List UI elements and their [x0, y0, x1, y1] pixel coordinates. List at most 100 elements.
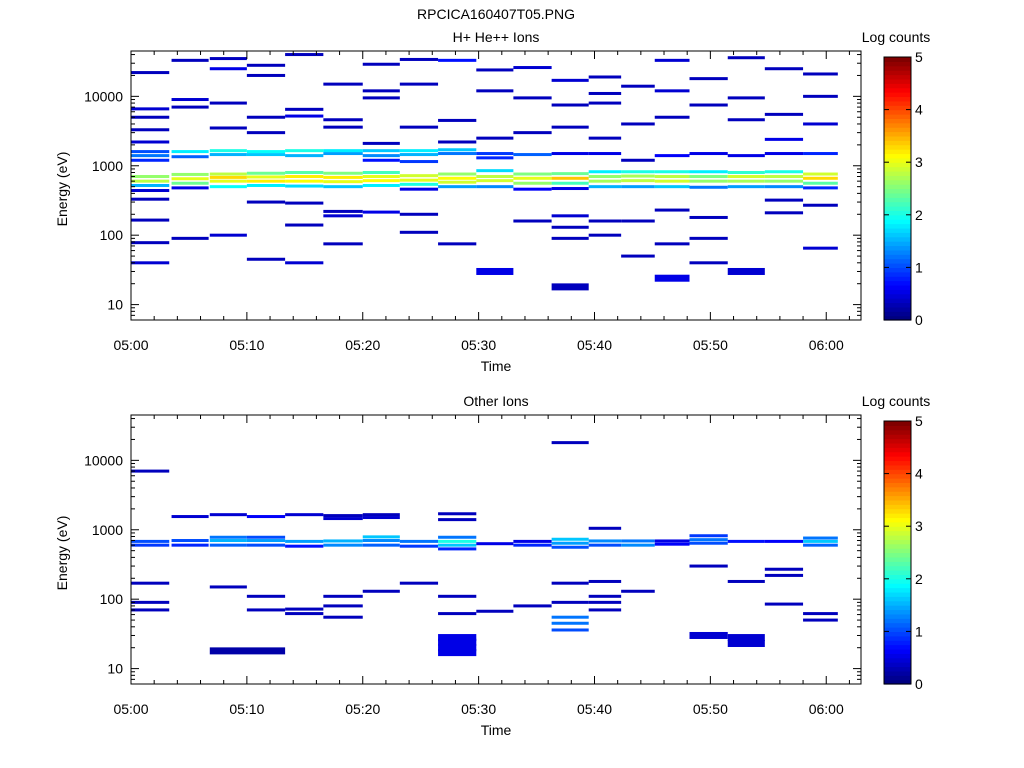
colorbar-swatch — [884, 618, 911, 624]
heatmap-cell — [588, 179, 622, 183]
colorbar-tick-label: 5 — [915, 49, 923, 65]
colorbar-swatch — [884, 477, 911, 483]
heatmap-cell — [323, 214, 363, 218]
heatmap-cell — [171, 539, 209, 543]
panel-other-ions: Other Ions Log counts Time Energy (eV) 0… — [54, 393, 930, 738]
colorbar-swatch — [884, 70, 911, 76]
heatmap-cell — [362, 175, 400, 179]
colorbar-swatch — [884, 513, 911, 519]
heatmap-cell — [727, 154, 765, 158]
heatmap-cell — [171, 58, 209, 62]
heatmap-cell — [513, 604, 552, 608]
heatmap-cell — [323, 543, 363, 547]
heatmap-cell — [285, 53, 324, 57]
heatmap-cell — [803, 181, 838, 185]
heatmap-cell — [285, 261, 324, 265]
y-tick-label: 1000 — [92, 158, 123, 174]
heatmap-cell — [399, 539, 439, 543]
colorbar-swatch — [884, 245, 911, 251]
heatmap-cell — [399, 581, 439, 585]
heatmap-cell — [209, 153, 247, 157]
heatmap-cell — [131, 241, 170, 245]
y-axis-label: Energy (eV) — [54, 152, 70, 227]
colorbar-swatch — [884, 648, 911, 654]
x-tick-label: 06:00 — [809, 337, 844, 353]
heatmap-cell — [551, 214, 589, 218]
colorbar-swatch — [884, 276, 911, 282]
heatmap-cell — [689, 261, 728, 265]
x-tick-label: 05:20 — [345, 337, 380, 353]
heatmap-cell — [513, 187, 552, 191]
heatmap-cell — [689, 185, 728, 189]
heatmap-cell — [621, 122, 655, 126]
heatmap-cell — [362, 170, 400, 174]
x-tick-label: 05:10 — [229, 337, 264, 353]
heatmap-cell — [323, 82, 363, 86]
heatmap-cell — [362, 141, 400, 145]
heatmap-cell — [727, 179, 765, 183]
heatmap-cell — [438, 148, 477, 152]
heatmap-cell — [764, 198, 804, 202]
colorbar-swatch — [884, 175, 911, 181]
heatmap-cell — [513, 172, 552, 176]
heatmap-cell — [513, 219, 552, 223]
heatmap-cell — [131, 189, 170, 193]
plot-frame — [130, 414, 862, 685]
heatmap-cell — [246, 153, 286, 157]
heatmap-cell — [438, 649, 477, 657]
heatmap-cell — [654, 170, 690, 174]
heatmap-cell — [209, 185, 247, 189]
colorbar-swatch — [884, 473, 911, 479]
heatmap-cell — [171, 236, 209, 240]
heatmap-cell — [654, 115, 690, 119]
colorbar-swatch — [884, 293, 911, 299]
heatmap-cell — [399, 153, 439, 157]
heatmap-cell — [803, 543, 838, 547]
heatmap-cell — [551, 615, 589, 619]
x-tick-label: 05:10 — [229, 701, 264, 717]
colorbar-tick-label: 4 — [915, 466, 923, 482]
heatmap-cell — [689, 179, 728, 183]
colorbar-swatch — [884, 192, 911, 198]
colorbar-swatch — [884, 83, 911, 89]
colorbar-swatch — [884, 578, 911, 584]
heatmap-cell — [246, 539, 286, 543]
colorbar-swatch — [884, 109, 911, 115]
heatmap-cell — [476, 175, 514, 179]
colorbar-swatch — [884, 78, 911, 84]
colorbar-swatch — [884, 201, 911, 207]
colorbar-swatch — [884, 179, 911, 185]
heatmap-cell — [323, 209, 363, 213]
colorbar-swatch — [884, 74, 911, 80]
x-tick-label: 05:30 — [461, 337, 496, 353]
colorbar-swatch — [884, 657, 911, 663]
colorbar-swatch — [884, 635, 911, 641]
colorbar-tick-label: 1 — [915, 259, 923, 275]
colorbar-swatch — [884, 166, 911, 172]
heatmap-cell — [285, 107, 324, 111]
colorbar-swatch — [884, 526, 911, 532]
heatmap-cell — [476, 267, 514, 275]
heatmap-cell — [131, 128, 170, 132]
heatmap-cell — [803, 539, 838, 543]
heatmap-cell — [588, 233, 622, 237]
colorbar-swatch — [884, 670, 911, 676]
panel-title: Other Ions — [463, 393, 528, 409]
colorbar-swatch — [884, 552, 911, 558]
heatmap-cell — [689, 152, 728, 156]
heatmap-cell — [551, 187, 589, 191]
heatmap-cell — [285, 175, 324, 179]
colorbar: 0 1 2 3 4 5 — [883, 413, 923, 692]
heatmap-cell — [399, 160, 439, 164]
colorbar-swatch — [884, 508, 911, 514]
heatmap-cell — [399, 57, 439, 61]
heatmap-cell — [621, 84, 655, 88]
heatmap-cell — [246, 171, 286, 175]
heatmap-cell — [621, 539, 655, 543]
heatmap-cell — [209, 513, 247, 517]
x-tick-label: 05:00 — [113, 701, 148, 717]
heatmap-cell — [323, 615, 363, 619]
heatmap-cell — [551, 283, 589, 291]
heatmap-cell — [513, 153, 552, 157]
heatmap-cell — [438, 644, 477, 652]
